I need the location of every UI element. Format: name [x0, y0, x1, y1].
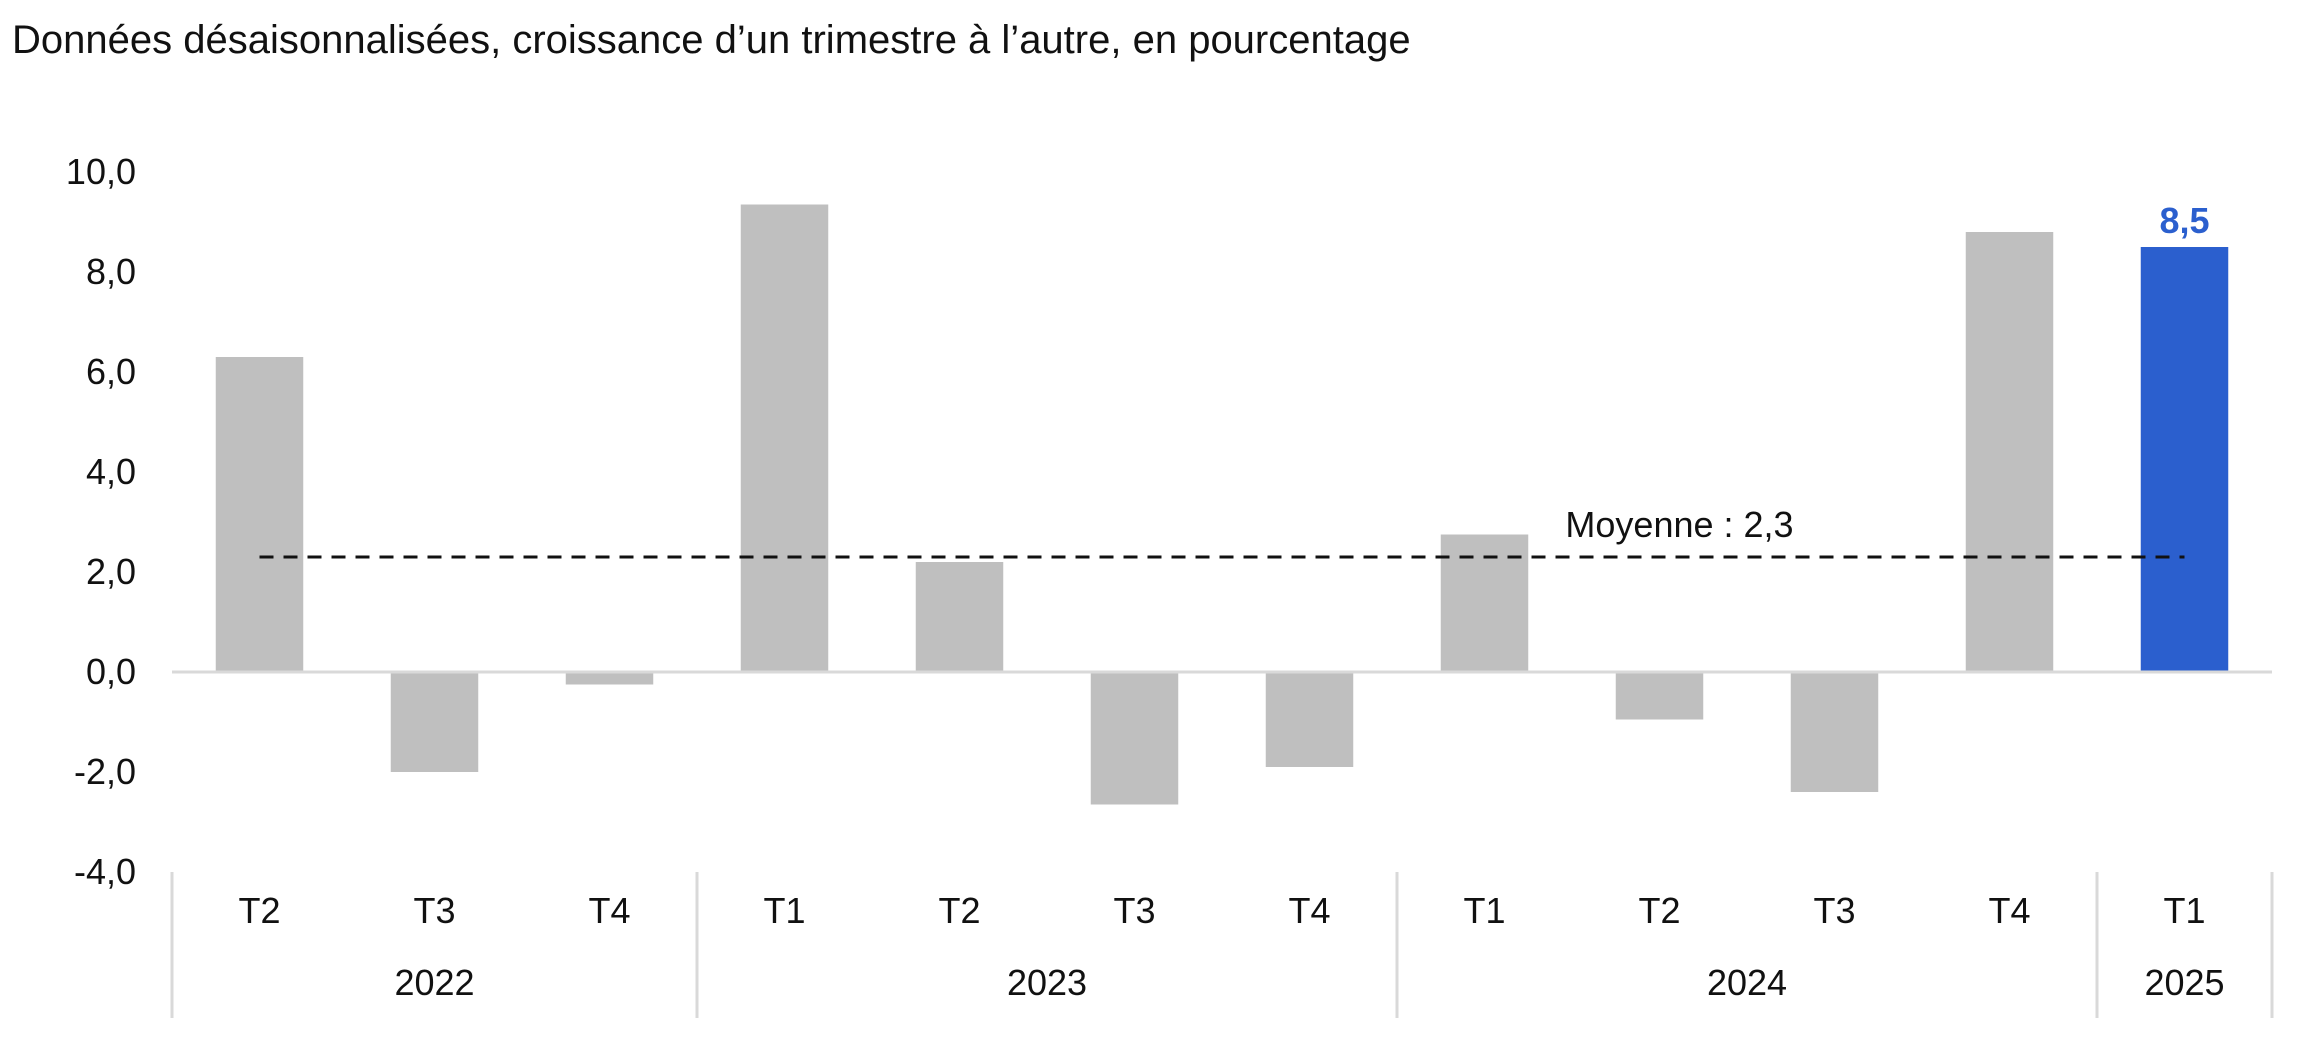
x-tick-label: T3: [1813, 890, 1855, 931]
category-labels: T2 T3 T4 T1 T2 T3 T4 T1 T2 T3 T4 T1 2022 2023 2024 2025: [238, 890, 2224, 1003]
average-line-group: Moyenne : 2,3 8,5: [259, 200, 2210, 559]
x-tick-label: T4: [588, 890, 630, 931]
x-tick-label: T2: [938, 890, 980, 931]
bar: [1790, 672, 1879, 792]
y-tick-label: 2,0: [86, 551, 136, 592]
y-tick-label: -2,0: [74, 751, 136, 792]
y-tick-label: 8,0: [86, 251, 136, 292]
year-label: 2024: [1707, 962, 1787, 1003]
x-tick-label: T3: [1113, 890, 1155, 931]
bars: [215, 204, 2229, 805]
y-tick-label: 10,0: [66, 151, 136, 192]
bar: [1265, 672, 1354, 767]
bar: [915, 562, 1004, 672]
highlight-value-label: 8,5: [2159, 200, 2209, 241]
average-label: Moyenne : 2,3: [1565, 504, 1793, 545]
year-label: 2023: [1007, 962, 1087, 1003]
x-tick-label: T2: [1638, 890, 1680, 931]
x-tick-label: T4: [1988, 890, 2030, 931]
bar: [215, 357, 304, 672]
x-tick-label: T4: [1288, 890, 1330, 931]
x-tick-label: T1: [2163, 890, 2205, 931]
year-label: 2025: [2144, 962, 2224, 1003]
y-axis-ticks: 10,0 8,0 6,0 4,0 2,0 0,0 -2,0 -4,0: [66, 151, 136, 892]
bar: [1615, 672, 1704, 720]
bar: [1965, 232, 2054, 672]
year-label: 2022: [394, 962, 474, 1003]
axes: [170, 670, 2274, 1018]
chart-title: Données désaisonnalisées, croissance d’u…: [12, 18, 1411, 62]
y-tick-label: -4,0: [74, 851, 136, 892]
bar: [1440, 534, 1529, 672]
y-tick-label: 6,0: [86, 351, 136, 392]
x-tick-label: T1: [763, 890, 805, 931]
x-tick-label: T2: [238, 890, 280, 931]
x-tick-label: T3: [413, 890, 455, 931]
bar: [390, 672, 479, 772]
bar: [740, 204, 829, 672]
bar: [565, 672, 654, 685]
y-tick-label: 0,0: [86, 651, 136, 692]
bar: [1090, 672, 1179, 805]
x-tick-label: T1: [1463, 890, 1505, 931]
highlight-bar: [2140, 247, 2229, 672]
y-tick-label: 4,0: [86, 451, 136, 492]
